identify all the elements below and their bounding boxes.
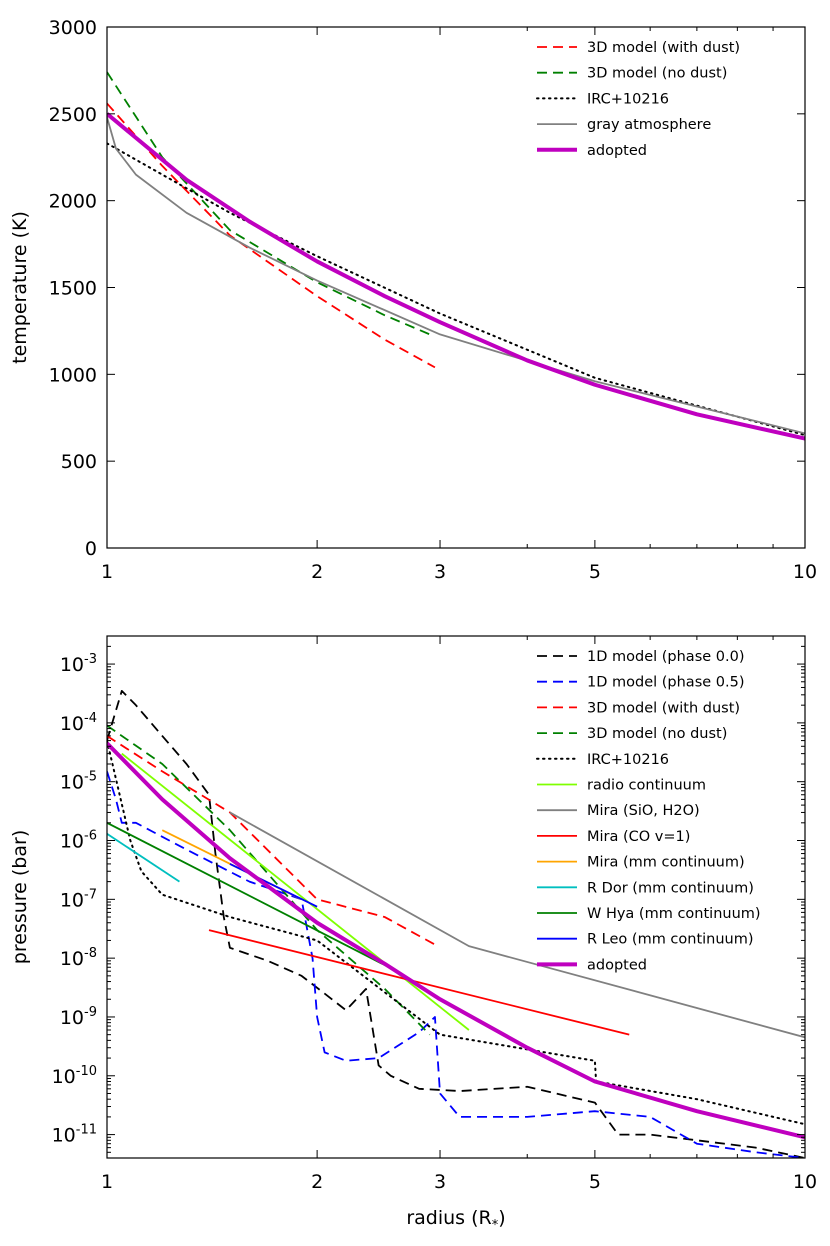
series-line-mira-co-v-1-7 [208,929,630,1036]
series-line-r-dor-mm-continuum-9 [107,833,180,883]
legend-label-adopted-12: adopted [587,957,647,973]
series-line-adopted-12 [107,741,805,1140]
series-line-radio-continuum-5 [121,752,470,1031]
y-tick-label: 10-4 [60,711,97,735]
legend-label-gray-atmosphere-3: gray atmosphere [587,117,711,133]
y-tick-label: 500 [61,451,97,473]
x-axis-label: radius (R*) [406,1207,505,1233]
series-line-gray-atmosphere-3 [107,117,805,435]
legend: 1D model (phase 0.0) 1D model (phase 0.5)… [536,649,761,973]
y-tick-label: 2000 [49,191,97,213]
y-tick-label: 2500 [49,104,97,126]
y-tick-label: 10-9 [60,1005,97,1029]
legend-label-r-dor-mm-continuum-9: R Dor (mm continuum) [587,880,754,896]
series-line-3d-model-with-dust-0 [107,102,436,369]
y-tick-label: 10-7 [60,887,97,911]
x-tick-label: 3 [434,1171,446,1193]
y-tick-label: 10-5 [60,770,97,794]
series-line-adopted-4 [107,112,805,441]
legend-label-adopted-4: adopted [587,143,647,159]
x-tick-label: 10 [793,561,817,583]
legend-label-3d-model-no-dust-1: 3D model (no dust) [587,66,727,82]
x-tick-label: 10 [793,1171,817,1193]
x-tick-label: 5 [589,561,601,583]
y-tick-label: 3000 [49,17,97,39]
series-line-1d-model-phase-0-5-1 [107,771,805,1158]
legend-label-r-leo-mm-continuum-11: R Leo (mm continuum) [587,932,754,948]
legend-label-radio-continuum-5: radio continuum [587,778,706,794]
legend-label-mira-co-v-1-7: Mira (CO v=1) [587,829,690,845]
legend-label-1d-model-phase-0-0-0: 1D model (phase 0.0) [587,649,745,665]
y-tick-label: 1500 [49,278,97,300]
x-tick-label: 5 [589,1171,601,1193]
x-tick-label: 3 [434,561,446,583]
legend-label-irc-10216-4: IRC+10216 [587,752,669,768]
legend-label-w-hya-mm-continuum-10: W Hya (mm continuum) [587,906,761,922]
series-line-3d-model-no-dust-3 [107,724,431,1036]
y-tick-label: 10-11 [52,1123,97,1147]
plot-frame [106,635,806,1159]
legend-label-1d-model-phase-0-5-1: 1D model (phase 0.5) [587,675,745,691]
legend-label-3d-model-no-dust-3: 3D model (no dust) [587,726,727,742]
series-line-3d-model-with-dust-2 [107,735,436,946]
series-group [107,689,805,1158]
chart-panel-1: 1 2 3 5 10 10-3 10-4 10-5 10-6 10-7 10-8 10-9 10-10 1… [9,635,817,1233]
series-line-mira-sio-h2o-6 [229,811,805,1039]
chart-panel-0: 1 2 3 5 10 0 500 1000 1500 2000 2500 3000 temperatur… [9,17,817,583]
series-line-irc-10216-2 [107,142,805,437]
legend: 3D model (with dust) 3D model (no dust) IR… [536,40,740,159]
x-tick-label: 2 [311,561,323,583]
y-tick-label: 10-3 [60,652,97,676]
y-axis-label: temperature (K) [9,211,31,364]
legend-label-mira-sio-h2o-6: Mira (SiO, H2O) [587,803,700,819]
legend-label-mira-mm-continuum-8: Mira (mm continuum) [587,855,745,871]
plot-frame [106,26,806,549]
series-group [107,71,805,441]
y-tick-label: 1000 [49,364,97,386]
x-tick-label: 1 [101,561,113,583]
y-axis-label: pressure (bar) [9,830,31,964]
y-tick-label: 10-6 [60,829,97,853]
series-line-w-hya-mm-continuum-10 [107,822,398,972]
x-tick-label: 2 [311,1171,323,1193]
x-tick-label: 1 [101,1171,113,1193]
series-line-3d-model-no-dust-1 [107,71,431,336]
series-line-1d-model-phase-0-0-0 [107,689,805,1158]
y-tick-label: 0 [85,538,97,560]
legend-label-3d-model-with-dust-0: 3D model (with dust) [587,40,740,56]
y-tick-label: 10-8 [60,946,97,970]
legend-label-3d-model-with-dust-2: 3D model (with dust) [587,700,740,716]
y-tick-label: 10-10 [52,1064,97,1088]
legend-label-irc-10216-2: IRC+10216 [587,91,669,107]
